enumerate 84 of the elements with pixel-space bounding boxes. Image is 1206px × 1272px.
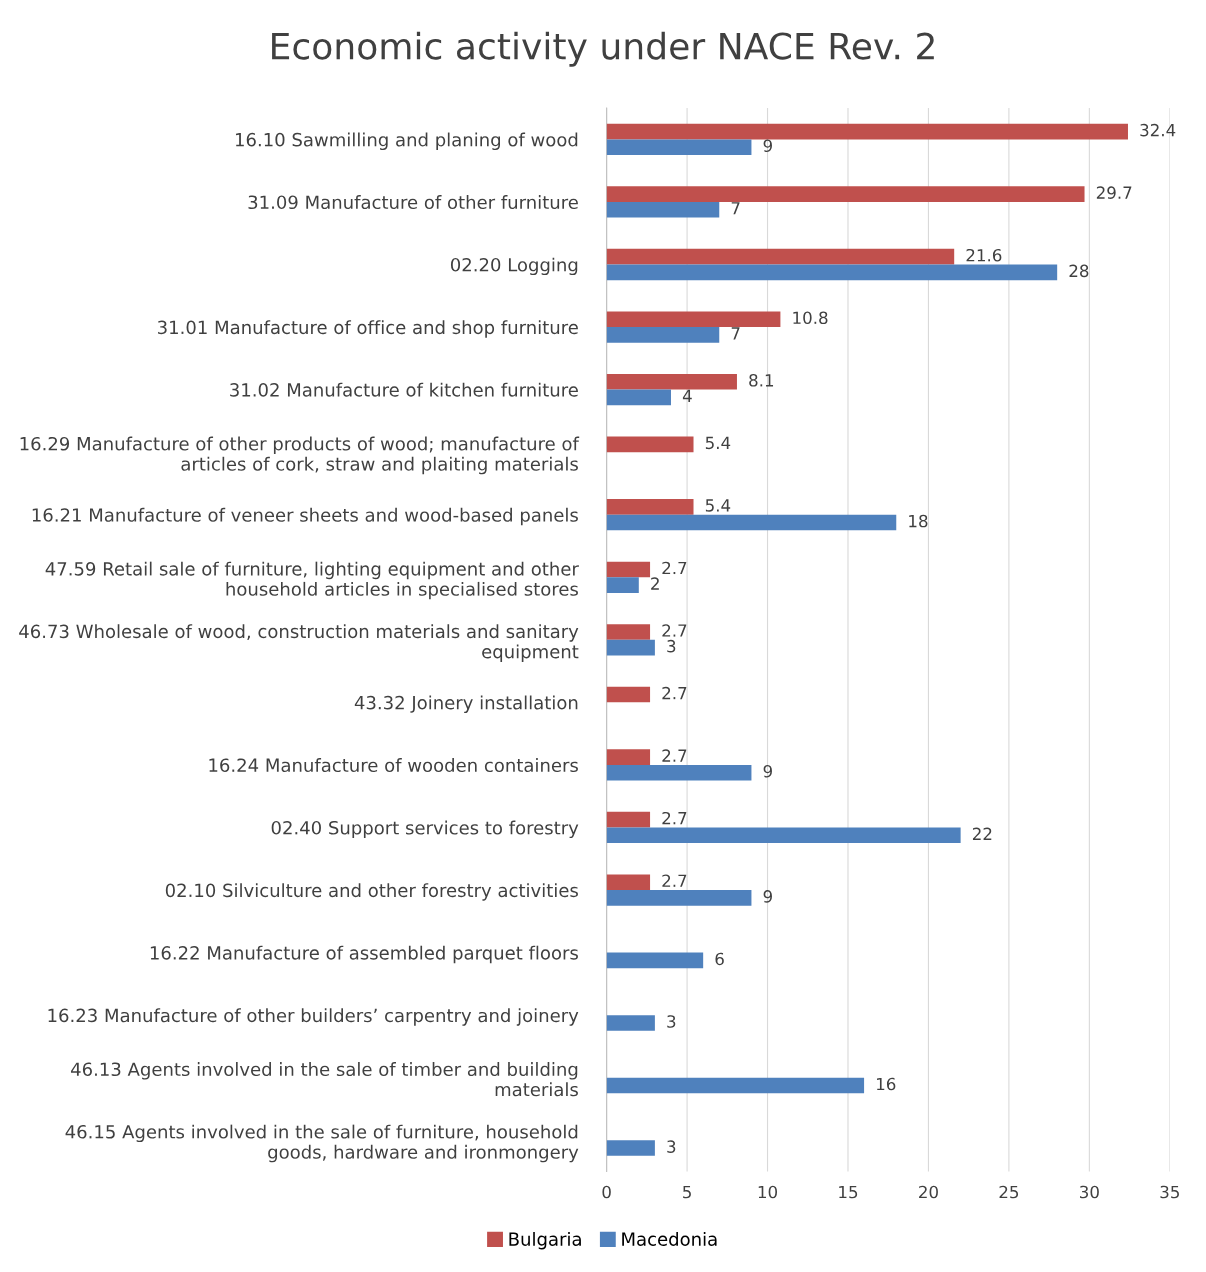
bar <box>606 264 1058 281</box>
x-tick-label: 25 <box>999 1185 1019 1199</box>
bar <box>606 561 651 578</box>
bar <box>606 890 752 906</box>
x-tick-label: 0 <box>602 1185 611 1199</box>
bar <box>606 373 737 390</box>
y-tick-label: 16.10 Sawmilling and planing of wood <box>235 132 578 151</box>
y-tick-label: 31.02 Manufacture of kitchen furniture <box>230 382 578 397</box>
data-label: 2 <box>651 577 659 590</box>
y-tick-label: 46.15 Agents involved in the sale of furniture, household goods, hardware and ironmongery <box>65 1124 579 1163</box>
y-tick-label: 16.22 Manufacture of assembled parquet floors <box>150 945 578 964</box>
bar <box>606 186 1085 202</box>
x-tick-label: 35 <box>1160 1185 1179 1199</box>
data-label: 8.1 <box>749 374 774 387</box>
data-label: 4 <box>682 389 692 403</box>
data-label: 21.6 <box>966 248 1002 262</box>
bar <box>606 624 651 640</box>
bar <box>606 499 694 515</box>
y-tick-label: 16.21 Manufacture of veneer sheets and wood-based panels <box>32 507 578 526</box>
bar <box>606 201 720 218</box>
data-label: 2.7 <box>662 624 687 637</box>
bar <box>606 811 651 828</box>
legend-label: Macedonia <box>622 1231 717 1246</box>
data-label: 9 <box>763 139 772 153</box>
y-tick-label: 46.73 Wholesale of wood, construction materials and sanitary equipment <box>19 624 579 662</box>
x-tick-label: 30 <box>1080 1185 1099 1199</box>
data-label: 9 <box>763 890 772 903</box>
bar <box>606 1077 865 1094</box>
bar <box>606 952 704 969</box>
x-tick-label: 10 <box>758 1185 778 1199</box>
data-label: 7 <box>731 327 740 340</box>
bar <box>606 577 639 593</box>
data-label: 29.7 <box>1096 186 1132 199</box>
bar <box>606 123 1128 140</box>
bar <box>606 1140 655 1156</box>
legend-label: Bulgaria <box>509 1231 581 1250</box>
data-label: 16 <box>877 1077 896 1091</box>
bar <box>606 311 781 328</box>
y-tick-label: 16.24 Manufacture of wooden containers <box>209 758 578 773</box>
data-label: 2.7 <box>662 686 687 700</box>
x-tick-label: 20 <box>919 1185 938 1199</box>
data-label: 2.7 <box>662 749 687 762</box>
data-label: 6 <box>715 952 724 966</box>
bar <box>606 327 720 343</box>
bar <box>606 389 671 406</box>
bar <box>606 436 694 453</box>
y-tick-label: 43.32 Joinery installation <box>354 695 578 713</box>
data-label: 7 <box>731 202 740 215</box>
data-label: 2.7 <box>662 811 687 825</box>
bar <box>606 749 651 765</box>
data-label: 22 <box>972 827 992 840</box>
y-tick-label: 16.23 Manufacture of other builders’ carpentry and joinery <box>48 1008 579 1026</box>
bar <box>606 139 752 156</box>
data-label: 18 <box>909 514 928 528</box>
data-label: 2.7 <box>662 561 687 575</box>
y-tick-label: 02.40 Support services to forestry <box>271 820 579 839</box>
x-tick-label: 15 <box>839 1185 858 1199</box>
bar <box>606 248 955 265</box>
bar <box>606 764 752 781</box>
y-tick-label: 16.29 Manufacture of other products of wood; manufacture of articles of cork, straw and plaiting materials <box>20 436 580 475</box>
y-tick-label: 31.09 Manufacture of other furniture <box>248 195 578 210</box>
bar <box>606 686 651 703</box>
bar <box>606 874 651 891</box>
bar <box>606 514 897 531</box>
data-label: 2.7 <box>662 874 687 887</box>
data-label: 9 <box>763 764 772 778</box>
data-label: 3 <box>667 639 676 653</box>
data-label: 10.8 <box>793 311 828 325</box>
data-label: 32.4 <box>1140 123 1176 137</box>
data-label: 3 <box>667 1015 676 1028</box>
x-tick-label: 5 <box>683 1185 691 1199</box>
data-label: 5.4 <box>705 436 731 450</box>
chart-title: Economic activity under NACE Rev. 2 <box>272 31 934 67</box>
data-label: 28 <box>1069 264 1089 278</box>
y-tick-label: 02.10 Silviculture and other forestry activities <box>165 883 578 901</box>
y-tick-label: 31.01 Manufacture of office and shop furniture <box>158 320 578 338</box>
y-tick-label: 46.13 Agents involved in the sale of timber and building materials <box>71 1062 578 1097</box>
y-tick-label: 47.59 Retail sale of furniture, lighting equipment and other household articles in specialised stores <box>45 561 579 600</box>
y-tick-label: 02.20 Logging <box>450 257 578 276</box>
data-label: 3 <box>667 1140 676 1153</box>
bar <box>606 1015 655 1031</box>
data-label: 5.4 <box>705 499 731 512</box>
bar <box>606 827 961 844</box>
bar <box>606 639 655 656</box>
